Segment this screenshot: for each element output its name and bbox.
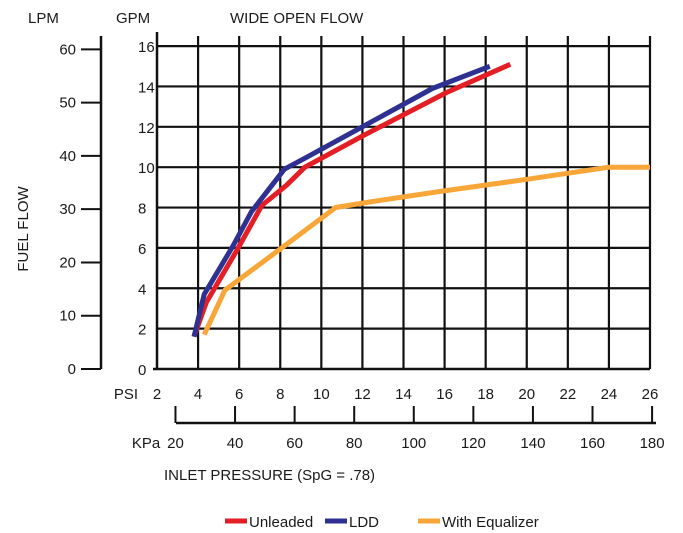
axes <box>81 32 656 425</box>
gpm-tick-label-8: 16 <box>138 39 155 56</box>
gpm-tick-label-0: 0 <box>138 362 146 379</box>
lpm-unit-label: LPM <box>28 10 59 27</box>
legend-label-unleaded: Unleaded <box>249 514 313 531</box>
series-lines <box>191 62 650 338</box>
psi-tick-label-9: 20 <box>518 386 535 403</box>
gpm-tick-label-6: 12 <box>138 120 155 137</box>
legend-label-with-equalizer: With Equalizer <box>442 514 539 531</box>
psi-tick-label-12: 26 <box>642 386 659 403</box>
kpa-tick-label-3: 80 <box>346 435 363 452</box>
lpm-tick-label-6: 60 <box>59 41 76 58</box>
lpm-tick-label-5: 50 <box>59 95 76 112</box>
psi-tick-label-5: 12 <box>354 386 371 403</box>
y-axis-title: FUEL FLOW <box>15 186 32 272</box>
kpa-unit-label: KPa <box>132 435 161 452</box>
psi-tick-label-11: 24 <box>601 386 618 403</box>
kpa-tick-label-1: 40 <box>227 435 244 452</box>
psi-tick-label-10: 22 <box>559 386 576 403</box>
psi-tick-label-8: 18 <box>477 386 494 403</box>
chart-title: WIDE OPEN FLOW <box>230 10 364 27</box>
gpm-tick-label-7: 14 <box>138 79 155 96</box>
gpm-tick-label-3: 6 <box>138 241 146 258</box>
kpa-tick-label-5: 120 <box>461 435 486 452</box>
psi-tick-label-1: 4 <box>194 386 202 403</box>
kpa-tick-label-8: 180 <box>640 435 665 452</box>
gpm-tick-label-4: 8 <box>138 201 146 218</box>
kpa-tick-label-2: 60 <box>286 435 303 452</box>
plot-grid <box>157 36 652 369</box>
psi-tick-label-7: 16 <box>436 386 453 403</box>
psi-unit-label: PSI <box>114 386 138 403</box>
lpm-tick-label-2: 20 <box>59 254 76 271</box>
legend-label-ldd: LDD <box>349 514 379 531</box>
series-line-ldd <box>191 63 491 338</box>
lpm-tick-label-1: 10 <box>59 308 76 325</box>
psi-tick-label-3: 8 <box>276 386 284 403</box>
gpm-tick-label-1: 2 <box>138 322 146 339</box>
gpm-unit-label: GPM <box>116 10 150 27</box>
psi-tick-label-4: 10 <box>313 386 330 403</box>
kpa-tick-label-0: 20 <box>167 435 184 452</box>
series-line-unleaded <box>191 62 512 338</box>
kpa-tick-label-7: 160 <box>580 435 605 452</box>
psi-tick-label-0: 2 <box>153 386 161 403</box>
lpm-tick-label-4: 40 <box>59 148 76 165</box>
gpm-tick-label-2: 4 <box>138 281 146 298</box>
kpa-tick-label-6: 140 <box>520 435 545 452</box>
gpm-tick-label-5: 10 <box>138 160 155 177</box>
kpa-tick-label-4: 100 <box>401 435 426 452</box>
lpm-tick-label-3: 30 <box>59 201 76 218</box>
x-axis-title: INLET PRESSURE (SpG = .78) <box>164 467 375 484</box>
series-line-with-equalizer <box>201 164 650 336</box>
lpm-tick-label-0: 0 <box>68 361 76 378</box>
psi-tick-label-2: 6 <box>235 386 243 403</box>
legend: Unleaded LDD With Equalizer <box>225 514 539 531</box>
psi-tick-label-6: 14 <box>395 386 412 403</box>
